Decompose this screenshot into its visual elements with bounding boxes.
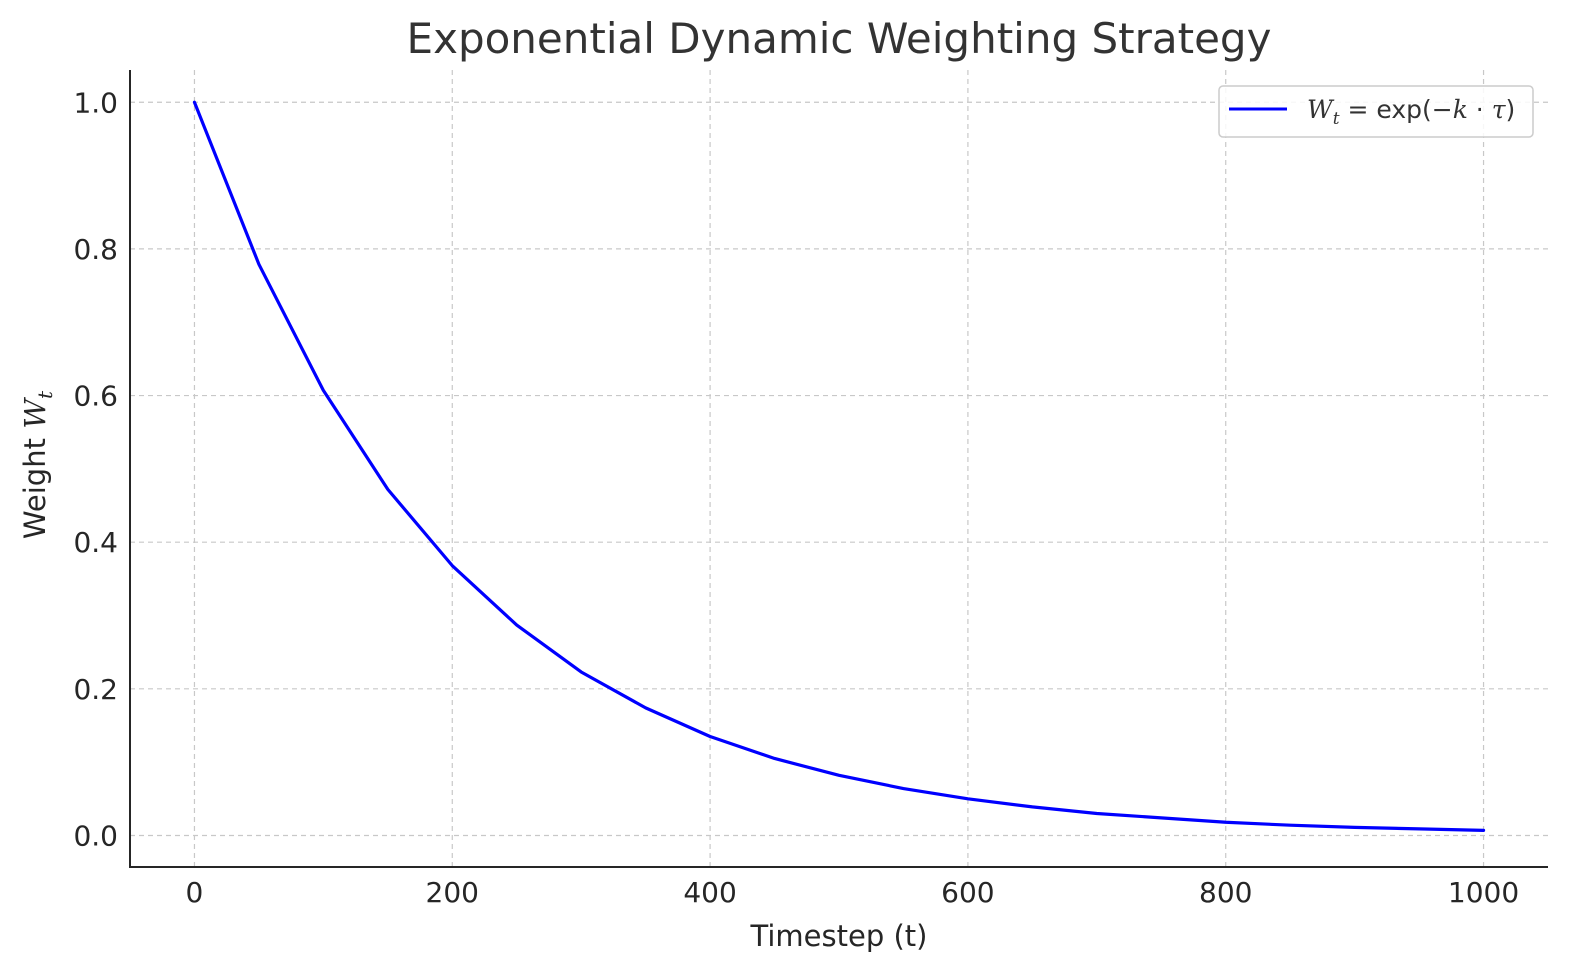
x-axis-title: Timestep (t) [750,919,928,953]
y-axis-title-subscript: t [33,390,57,399]
x-tick-label: 200 [426,876,479,909]
legend-box [1218,85,1534,138]
y-tick-label: 0.6 [73,380,118,413]
grid [130,70,1548,867]
series-line [192,100,1486,832]
y-tick-label: 0.0 [73,819,118,852]
y-axis-title: Weight Wt [18,390,57,539]
y-tick-label: 0.4 [73,526,118,559]
series-layer [192,100,1486,832]
y-axis-title-symbol: W [18,397,52,429]
y-tick-label: 0.2 [73,673,118,706]
y-tick-label: 0.8 [73,233,118,266]
legend-label: Wt = exp(−k · τ) [1307,95,1515,129]
x-tick-label: 400 [683,876,736,909]
y-axis-title-prefix: Weight [18,429,52,539]
x-tick-label: 800 [1199,876,1252,909]
x-tick-label: 0 [186,876,204,909]
y-tick-label: 1.0 [73,86,118,119]
chart-title: Exponential Dynamic Weighting Strategy [407,14,1272,63]
tick-labels: 0 200 400 600 800 1000 0.0 0.2 0.4 0.6 0.8 1.0 [73,86,1519,909]
axes [129,70,1548,868]
x-tick-label: 1000 [1448,876,1519,909]
x-tick-label: 600 [941,876,994,909]
legend: Wt = exp(−k · τ) [1218,85,1534,138]
